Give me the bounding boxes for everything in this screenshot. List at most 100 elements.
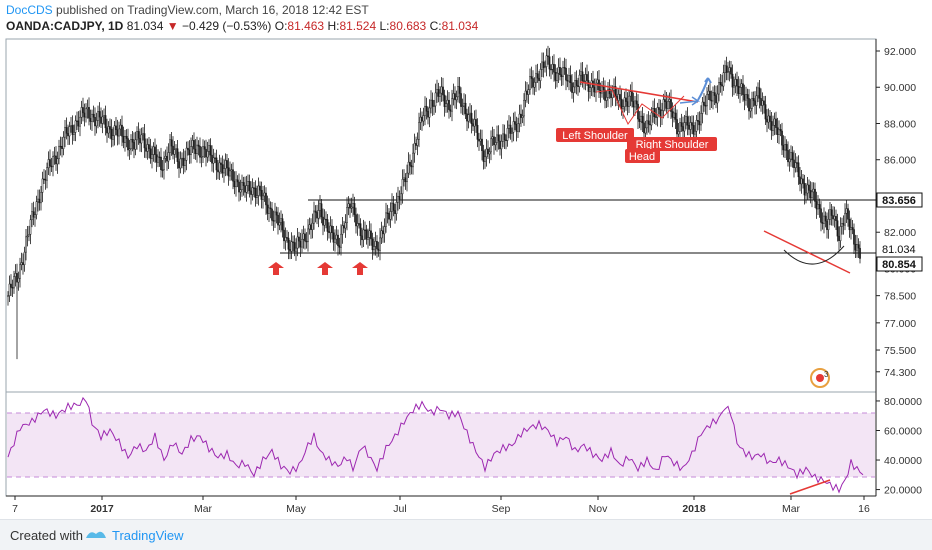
candle-body [446, 99, 449, 104]
candle-body [859, 247, 861, 259]
candle-body [463, 102, 465, 107]
candle-body [805, 192, 807, 196]
candle-body [71, 125, 74, 135]
author-link[interactable]: DocCDS [6, 3, 53, 17]
candle-body [115, 125, 117, 131]
candle-body [569, 75, 572, 83]
candle-body [628, 95, 630, 107]
candle-body [698, 121, 701, 126]
rsi-tick-label: 40.0000 [884, 455, 922, 467]
candle-body [13, 276, 15, 289]
candle-body [259, 185, 261, 191]
open-label: O: [274, 19, 288, 33]
price-label-80854: 80.854 [876, 256, 923, 272]
candle-body [584, 74, 587, 82]
candle-body [95, 120, 98, 127]
candle-body [608, 88, 611, 95]
candle-body [782, 144, 785, 151]
candle-body [170, 139, 173, 147]
candle-body [593, 86, 596, 93]
candle-body [196, 144, 198, 154]
candle-body [760, 98, 762, 106]
candle-body [226, 160, 228, 169]
candle-body [296, 236, 299, 249]
candle-body [98, 111, 101, 118]
candle-body [676, 119, 678, 135]
candle-body [496, 134, 498, 143]
candle-body [38, 198, 41, 204]
time-tick-label: May [286, 503, 307, 515]
candle-body [355, 214, 357, 227]
candle-body [836, 220, 839, 237]
candle-body [418, 122, 420, 140]
candle-body [635, 100, 638, 105]
candle-body [794, 162, 797, 168]
candle-body [710, 99, 713, 102]
candle-body [230, 169, 233, 172]
candle-body [7, 295, 9, 297]
low-label: L: [379, 19, 390, 33]
candle-body [638, 118, 641, 122]
right-shoulder-label: Right Shoulder [627, 137, 717, 151]
candle-body [433, 105, 435, 107]
candle-body [475, 119, 477, 126]
candle-body [317, 210, 320, 219]
candle-body [466, 113, 468, 122]
candle-body [544, 66, 546, 69]
candle-body [587, 80, 590, 92]
candle-body [239, 189, 242, 193]
candle-body [427, 111, 429, 118]
time-tick-label: 2018 [682, 503, 706, 515]
candle-body [116, 129, 119, 137]
candle-body [254, 187, 257, 198]
candle-body [692, 125, 695, 135]
candle-body [479, 138, 482, 142]
candle-body [719, 82, 722, 85]
candle-body [188, 149, 191, 156]
candle-body [85, 108, 87, 118]
candle-body [545, 55, 548, 67]
candle-body [623, 97, 626, 107]
candle-body [493, 136, 495, 146]
candle-body [328, 231, 330, 233]
rsi-band [7, 413, 875, 477]
candle-body [326, 219, 329, 232]
candle-body [511, 131, 513, 134]
candle-body [788, 158, 791, 163]
price-and-rsi-chart[interactable]: 92.00090.00088.00086.00084.00082.00080.0… [0, 0, 932, 519]
candle-body [359, 223, 362, 237]
candle-body [97, 111, 99, 121]
candle-body [347, 203, 350, 208]
candle-body [830, 209, 833, 216]
candle-body [412, 152, 414, 168]
candle-body [320, 203, 323, 218]
candle-body [449, 109, 452, 112]
candle-body [454, 93, 456, 101]
candle-body [548, 56, 551, 70]
candle-body [602, 86, 605, 91]
candle-body [629, 91, 632, 97]
candle-body [649, 123, 651, 126]
candle-body [853, 229, 855, 245]
candle-body [674, 112, 677, 120]
candles [7, 45, 861, 360]
price-tick-label: 82.000 [884, 227, 916, 239]
candle-body [553, 63, 555, 73]
time-tick-label: 16 [858, 503, 870, 515]
candle-body [134, 139, 137, 150]
candle-body [589, 87, 591, 92]
tradingview-link[interactable]: TradingView [112, 528, 184, 543]
candle-body [509, 124, 512, 134]
publish-info: published on TradingView.com, March 16, … [56, 3, 369, 17]
head-label: Head [625, 149, 660, 163]
candle-body [265, 192, 267, 206]
price-tick-label: 77.000 [884, 318, 916, 330]
candle-body [448, 99, 450, 110]
candle-body [64, 127, 66, 138]
candle-body [308, 224, 311, 230]
candle-body [46, 167, 48, 181]
candle-body [52, 156, 54, 168]
candle-body [164, 155, 167, 159]
candle-body [721, 84, 723, 87]
candle-body [22, 262, 24, 266]
